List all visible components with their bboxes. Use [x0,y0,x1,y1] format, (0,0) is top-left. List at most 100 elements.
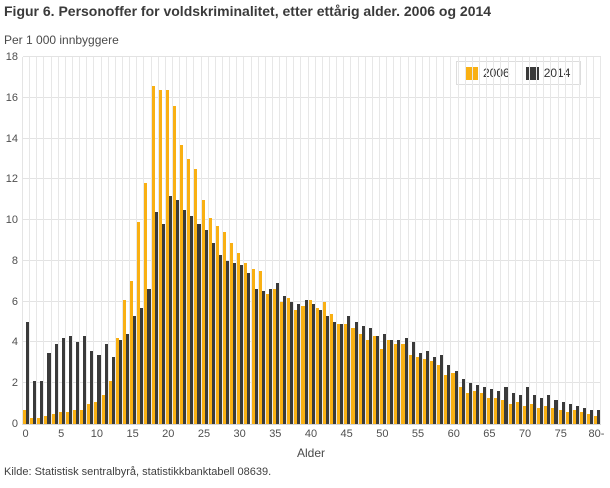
bar-2006-age-32 [251,269,255,424]
bar-2014-age-18 [154,211,158,424]
bar-2014-age-55 [418,352,422,424]
bar-2014-age-46 [354,322,358,424]
x-tick-label-0: 0 [22,428,29,440]
bar-2006-age-11 [101,395,105,424]
bar-2014-age-33 [261,291,265,424]
bar-2014-age-19 [161,224,165,424]
y-axis: 0 2 4 6 8 10 12 14 16 18 [0,51,18,430]
age-column-10 [94,57,102,424]
age-column-69 [515,57,523,424]
bar-2014-age-75 [561,401,565,424]
bar-2006-age-3 [44,415,48,424]
bar-2006-age-58 [437,364,441,424]
bar-2014-age-5 [61,338,65,424]
bar-2006-age-5 [58,411,62,424]
bar-2006-age-80- [594,415,598,424]
y-tick-label-12: 12 [5,173,18,186]
bar-2014-age-6 [68,336,72,424]
bar-2014-age-42 [325,315,330,424]
bar-2006-age-4 [51,413,55,424]
bar-2014-age-11 [104,344,108,424]
age-column-31 [244,57,252,424]
bar-2014-age-21 [176,199,180,424]
bar-2014-age-74 [554,399,558,424]
bar-2006-age-39 [301,305,305,424]
legend-item-2006[interactable]: 2006 [465,66,510,80]
bar-2006-age-38 [294,309,298,424]
bar-2014-age-78 [583,407,587,424]
bar-2014-age-79 [590,409,594,424]
age-column-78 [579,57,588,424]
bar-2014-age-49 [375,336,380,424]
bar-2006-age-22 [180,144,184,424]
age-column-54 [408,57,416,424]
bar-2014-age-3 [47,352,51,424]
age-column-40 [308,57,316,424]
age-column-37 [287,57,295,424]
bar-2014-age-40 [311,303,315,424]
bar-2006-age-47 [358,334,362,424]
bar-2006-age-73 [544,405,548,424]
age-column-33 [258,57,266,424]
age-column-42 [322,57,331,424]
bar-2006-age-24 [194,169,198,424]
age-column-68 [508,57,516,424]
x-tick-label-5: 5 [58,428,65,440]
bar-2014-age-7 [76,342,80,424]
bar-2006-age-7 [72,409,77,424]
bar-2014-age-80- [597,409,601,424]
x-tick-label-65: 65 [483,428,496,440]
bar-2006-age-9 [87,403,91,424]
age-column-13 [115,57,123,424]
bar-2006-age-49 [372,336,376,424]
legend: 2006 2014 [456,61,582,85]
bar-2014-age-68 [511,393,515,424]
age-column-32 [251,57,259,424]
age-column-47 [358,57,366,424]
age-column-19 [158,57,166,424]
bar-2014-age-77 [575,405,579,424]
bar-2006-age-62 [465,393,469,424]
bar-2006-age-65 [487,397,491,424]
bar-2014-age-67 [504,387,508,424]
age-column-39 [301,57,309,424]
age-column-20 [165,57,173,424]
x-tick-label-75: 75 [554,428,567,440]
bar-2006-age-77 [572,409,576,424]
age-column-60 [451,57,459,424]
age-column-1 [30,57,38,424]
bar-2006-age-63 [472,391,476,424]
bar-2014-age-76 [568,403,572,424]
bar-2006-age-29 [230,242,234,424]
age-column-73 [544,57,552,424]
bar-2006-age-14 [122,299,127,424]
bar-2006-age-51 [387,340,391,424]
age-column-7 [72,57,81,424]
bar-2014-age-50 [383,334,387,424]
age-column-46 [351,57,359,424]
bar-2006-age-72 [537,407,541,424]
x-axis: 0 5 10 15 20 25 30 35 40 45 50 55 60 65 70 75 80- [22,428,605,442]
bar-2006-age-36 [280,301,284,424]
age-column-51 [387,57,395,424]
plot-area [22,56,602,425]
bar-2014-age-9 [90,350,94,424]
age-column-11 [101,57,109,424]
legend-swatch-2014 [525,66,539,80]
bar-2014-age-36 [283,295,287,424]
bar-2014-age-14 [126,334,130,424]
bar-2006-age-40 [308,299,312,424]
bar-2006-age-57 [430,360,434,424]
x-tick-label-25: 25 [197,428,211,440]
bar-2006-age-1 [30,417,34,424]
h-gridline-10 [23,219,601,221]
legend-item-2014[interactable]: 2014 [525,66,570,80]
y-tick-label-0: 0 [11,418,18,430]
bar-2014-age-44 [340,324,344,424]
h-gridline-14 [23,137,601,139]
bar-2006-age-55 [415,356,419,424]
bar-2006-age-43 [330,313,334,424]
bar-2014-age-69 [518,395,522,424]
bar-2014-age-48 [368,328,372,424]
